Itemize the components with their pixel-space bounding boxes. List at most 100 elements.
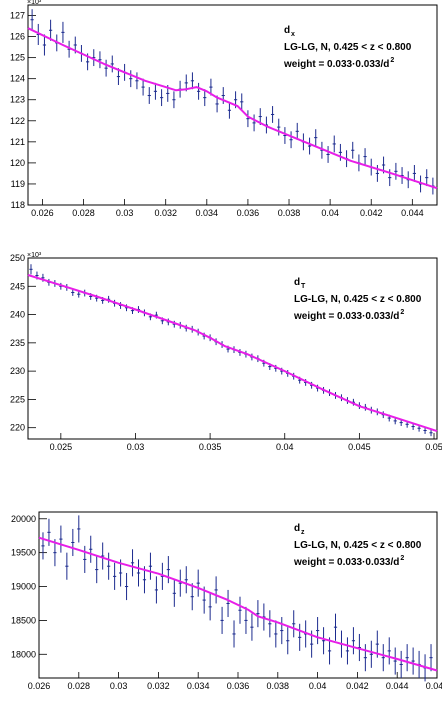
- y-tick-label: 118: [11, 200, 25, 210]
- data-point: [394, 162, 398, 180]
- data-point: [280, 617, 284, 645]
- data-point: [256, 600, 260, 628]
- data-point: [42, 34, 47, 56]
- data-point: [381, 644, 385, 672]
- data-point: [412, 165, 416, 182]
- y-axis-exponent-label: ×10³: [27, 252, 42, 259]
- annotation-subscript: z: [301, 529, 305, 536]
- data-point: [153, 82, 158, 100]
- data-point: [166, 556, 170, 584]
- data-point: [270, 106, 275, 123]
- data-point: [345, 637, 350, 665]
- data-point: [196, 82, 201, 100]
- data-point: [332, 135, 336, 153]
- x-tick-label: 0.034: [187, 681, 210, 691]
- data-point: [190, 72, 195, 90]
- data-point: [363, 644, 367, 672]
- data-point: [29, 264, 33, 275]
- data-point: [214, 576, 218, 604]
- data-point: [124, 572, 129, 601]
- data-point: [244, 606, 248, 634]
- data-point: [77, 290, 81, 298]
- data-point: [71, 289, 75, 296]
- data-point: [172, 579, 176, 607]
- data-point: [95, 556, 99, 584]
- data-point: [184, 566, 188, 594]
- y-tick-label: 225: [10, 394, 25, 404]
- data-point: [104, 59, 108, 77]
- data-point: [130, 549, 135, 577]
- data-point: [307, 137, 312, 155]
- y-tick-label: 235: [10, 338, 25, 348]
- data-point: [208, 593, 212, 621]
- data-point: [227, 101, 232, 119]
- chart-2: 0.025 0.03 0.035 0.04 0.045 0.05 220 225 230 235 2…: [10, 252, 442, 452]
- y-tick-label: 126: [10, 32, 25, 42]
- fit-curve: [27, 274, 438, 433]
- y-tick-label: 19500: [11, 548, 36, 558]
- x-tick-label: 0.045: [348, 442, 371, 452]
- data-point: [393, 647, 397, 675]
- x-tick-label: 0.028: [72, 208, 95, 218]
- data-point: [147, 87, 151, 104]
- y-tick-label: 121: [10, 137, 25, 147]
- y-tick-label: 125: [10, 53, 25, 63]
- data-point: [351, 141, 355, 159]
- data-point: [129, 70, 133, 88]
- data-point: [286, 627, 290, 655]
- y-tick-label: 230: [10, 366, 25, 376]
- data-point: [226, 589, 230, 618]
- data-point: [148, 552, 153, 580]
- data-point: [190, 583, 194, 611]
- y-tick-label: 19000: [11, 582, 36, 592]
- data-point: [136, 559, 141, 587]
- data-point: [326, 146, 330, 163]
- x-tick-label: 0.028: [68, 681, 91, 691]
- data-point: [107, 552, 111, 580]
- annotation-superscript: 2: [390, 57, 394, 64]
- data-point: [203, 89, 207, 107]
- data-point: [429, 429, 433, 437]
- data-point: [101, 542, 105, 570]
- y-tick-label: 20000: [11, 514, 36, 524]
- data-point: [113, 562, 117, 590]
- data-point: [252, 114, 256, 132]
- y-tick-label: 122: [10, 116, 25, 126]
- data-point: [268, 610, 272, 638]
- annotation-label: d: [294, 277, 300, 288]
- data-point: [49, 19, 53, 41]
- y-tick-label: 220: [10, 423, 25, 433]
- data-point: [98, 51, 102, 69]
- chart-1: 0.026 0.028 0.03 0.032 0.034 0.036 0.038 0.04 0.…: [10, 0, 438, 218]
- data-point: [425, 169, 429, 187]
- x-tick-label: 0.04: [321, 208, 339, 218]
- x-tick-label: 0.026: [28, 681, 51, 691]
- y-tick-label: 250: [10, 253, 25, 263]
- x-tick-label: 0.036: [227, 681, 250, 691]
- data-point: [321, 627, 326, 655]
- annotation-label: d: [294, 523, 300, 534]
- x-tick-label: 0.03: [127, 442, 145, 452]
- data-point: [351, 627, 356, 655]
- x-tick-label: 0.026: [31, 208, 54, 218]
- x-tick-label: 0.044: [386, 681, 409, 691]
- x-tick-label: 0.042: [346, 681, 369, 691]
- data-point: [250, 613, 254, 641]
- data-point: [110, 55, 114, 73]
- plot-frame: [27, 257, 438, 440]
- annotation-subscript: T: [301, 283, 306, 290]
- data-point: [41, 532, 45, 560]
- data-point: [59, 525, 63, 553]
- data-point: [172, 91, 176, 109]
- data-point: [246, 110, 250, 128]
- y-tick-label: 124: [10, 74, 25, 84]
- data-point: [196, 569, 200, 597]
- data-point: [338, 143, 343, 161]
- data-point: [292, 610, 296, 638]
- data-point: [289, 131, 293, 149]
- y-tick-label: 18500: [11, 615, 36, 625]
- data-point: [375, 165, 379, 182]
- x-tick-label: 0.038: [278, 208, 301, 218]
- data-point: [298, 623, 302, 651]
